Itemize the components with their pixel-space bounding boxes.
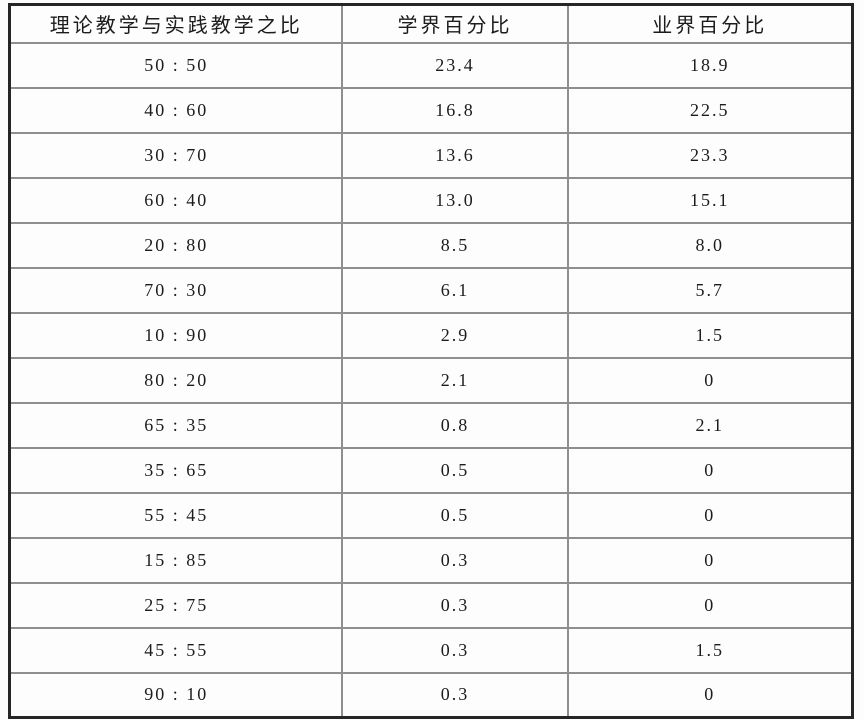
academic-percentage-cell: 13.0: [341, 176, 569, 224]
table-row: 70 : 30 6.1 5.7: [8, 266, 854, 314]
table-row: 30 : 70 13.6 23.3: [8, 131, 854, 179]
ratio-cell: 20 : 80: [8, 221, 344, 269]
industry-percentage-cell: 1.5: [566, 311, 854, 359]
header-row: 理论教学与实践教学之比 学界百分比 业界百分比: [8, 3, 854, 44]
industry-percentage-cell: 0: [566, 446, 854, 494]
ratio-cell: 70 : 30: [8, 266, 344, 314]
industry-percentage-cell: 15.1: [566, 176, 854, 224]
academic-percentage-cell: 2.9: [341, 311, 569, 359]
ratio-cell: 35 : 65: [8, 446, 344, 494]
ratio-cell: 30 : 70: [8, 131, 344, 179]
academic-percentage-cell: 16.8: [341, 86, 569, 134]
industry-percentage-cell: 18.9: [566, 41, 854, 89]
academic-percentage-cell: 0.3: [341, 671, 569, 719]
industry-percentage-cell: 0: [566, 356, 854, 404]
industry-percentage-cell: 0: [566, 491, 854, 539]
teaching-ratio-table: 理论教学与实践教学之比 学界百分比 业界百分比 50 : 50 23.4 18.9 4…: [8, 3, 854, 719]
table-row: 40 : 60 16.8 22.5: [8, 86, 854, 134]
ratio-cell: 15 : 85: [8, 536, 344, 584]
ratio-cell: 80 : 20: [8, 356, 344, 404]
table-row: 60 : 40 13.0 15.1: [8, 176, 854, 224]
ratio-cell: 40 : 60: [8, 86, 344, 134]
table-row: 55 : 45 0.5 0: [8, 491, 854, 539]
ratio-cell: 60 : 40: [8, 176, 344, 224]
table-row: 80 : 20 2.1 0: [8, 356, 854, 404]
academic-percentage-cell: 2.1: [341, 356, 569, 404]
table-row: 15 : 85 0.3 0: [8, 536, 854, 584]
academic-percentage-cell: 13.6: [341, 131, 569, 179]
academic-percentage-cell: 0.3: [341, 581, 569, 629]
industry-percentage-cell: 0: [566, 671, 854, 719]
academic-percentage-cell: 6.1: [341, 266, 569, 314]
industry-percentage-cell: 22.5: [566, 86, 854, 134]
ratio-cell: 10 : 90: [8, 311, 344, 359]
table-row: 90 : 10 0.3 0: [8, 671, 854, 719]
ratio-cell: 45 : 55: [8, 626, 344, 674]
table-row: 65 : 35 0.8 2.1: [8, 401, 854, 449]
table-body: 50 : 50 23.4 18.9 40 : 60 16.8 22.5 30 : 70 13.…: [8, 41, 854, 719]
industry-percentage-cell: 5.7: [566, 266, 854, 314]
academic-percentage-cell: 23.4: [341, 41, 569, 89]
ratio-cell: 90 : 10: [8, 671, 344, 719]
academic-percentage-cell: 0.3: [341, 626, 569, 674]
academic-percentage-cell: 0.5: [341, 491, 569, 539]
academic-percentage-cell: 0.8: [341, 401, 569, 449]
academic-percentage-cell: 0.3: [341, 536, 569, 584]
table-row: 50 : 50 23.4 18.9: [8, 41, 854, 89]
academic-percentage-cell: 8.5: [341, 221, 569, 269]
industry-percentage-cell: 23.3: [566, 131, 854, 179]
table-row: 45 : 55 0.3 1.5: [8, 626, 854, 674]
header-industry-percentage: 业界百分比: [566, 3, 854, 44]
ratio-percentage-table-frame: 理论教学与实践教学之比 学界百分比 业界百分比 50 : 50 23.4 18.9 4…: [8, 3, 854, 719]
table-row: 20 : 80 8.5 8.0: [8, 221, 854, 269]
table-row: 10 : 90 2.9 1.5: [8, 311, 854, 359]
table-row: 35 : 65 0.5 0: [8, 446, 854, 494]
industry-percentage-cell: 8.0: [566, 221, 854, 269]
industry-percentage-cell: 0: [566, 581, 854, 629]
table-row: 25 : 75 0.3 0: [8, 581, 854, 629]
ratio-cell: 55 : 45: [8, 491, 344, 539]
industry-percentage-cell: 0: [566, 536, 854, 584]
header-ratio: 理论教学与实践教学之比: [8, 3, 344, 44]
ratio-cell: 65 : 35: [8, 401, 344, 449]
ratio-cell: 50 : 50: [8, 41, 344, 89]
ratio-cell: 25 : 75: [8, 581, 344, 629]
academic-percentage-cell: 0.5: [341, 446, 569, 494]
industry-percentage-cell: 1.5: [566, 626, 854, 674]
industry-percentage-cell: 2.1: [566, 401, 854, 449]
header-academic-percentage: 学界百分比: [341, 3, 569, 44]
